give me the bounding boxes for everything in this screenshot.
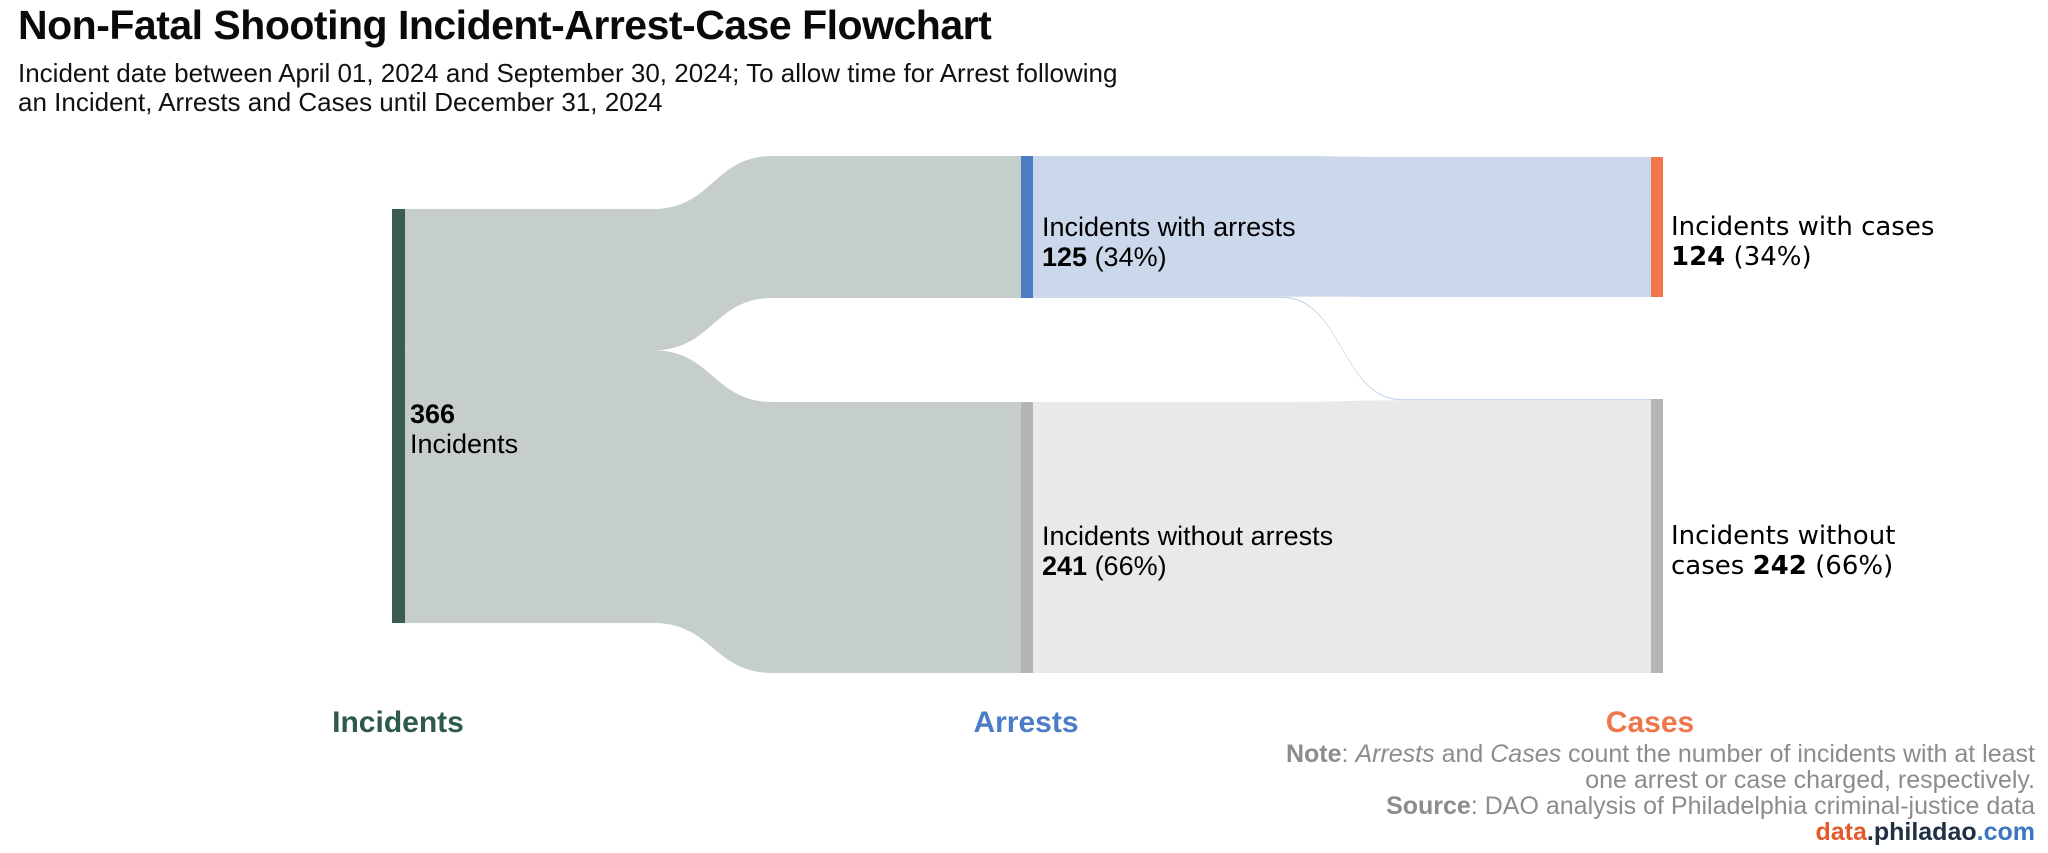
note-line-2: one arrest or case charged, respectively… (1585, 766, 2035, 794)
node-label-incidents: 366 Incidents (410, 399, 518, 459)
column-label-incidents: Incidents (332, 706, 464, 739)
link-incidents-to-with-arrests (405, 156, 1021, 351)
page-title: Non-Fatal Shooting Incident-Arrest-Case … (18, 2, 992, 48)
column-label-arrests: Arrests (973, 706, 1079, 739)
brand-dot: . (1866, 818, 1874, 846)
node-incidents-without-arrests (1021, 402, 1033, 673)
source-line: Source: DAO analysis of Philadelphia cri… (1386, 792, 2035, 820)
link-with-arrests-to-without-cases (1033, 296, 1651, 401)
brand-link[interactable]: data.philadao.com (1286, 819, 2035, 845)
node-incidents (392, 209, 405, 623)
brand-philadao: philadao (1873, 818, 1977, 846)
without-cases-count: 242 (1752, 551, 1807, 581)
note-line-1: Note: Arrests and Cases count the number… (1285, 740, 2035, 768)
node-label-without-arrests: Incidents without arrests 241 (66%) (1042, 521, 1334, 581)
footer-notes: Note: Arrests and Cases count the number… (1286, 741, 2035, 845)
incidents-name: Incidents (410, 429, 519, 459)
node-incidents-with-cases (1651, 157, 1663, 297)
page-subtitle: Incident date between April 01, 2024 and… (18, 59, 1117, 117)
node-label-with-arrests: Incidents with arrests 125 (34%) (1042, 212, 1296, 272)
incidents-count: 366 (410, 399, 456, 429)
brand-dotcom: .com (1976, 818, 2035, 846)
subtitle-line-2: an Incident, Arrests and Cases until Dec… (18, 87, 663, 117)
node-incidents-without-cases (1651, 399, 1663, 673)
link-without-arrests-to-without-cases (1033, 400, 1651, 673)
node-incidents-with-arrests (1021, 156, 1033, 298)
column-label-cases: Cases (1605, 706, 1695, 739)
node-label-without-cases: Incidents without cases 242 (66%) (1671, 521, 1896, 581)
node-label-with-cases: Incidents with cases 124 (34%) (1671, 212, 1935, 272)
without-arrests-count: 241 (1042, 551, 1088, 581)
brand-data: data (1815, 818, 1867, 846)
link-incidents-to-without-arrests (405, 350, 1021, 673)
link-with-arrests-to-with-cases (1033, 156, 1651, 297)
with-cases-count: 124 (1671, 242, 1726, 272)
with-arrests-count: 125 (1042, 242, 1088, 272)
subtitle-line-1: Incident date between April 01, 2024 and… (18, 58, 1118, 88)
